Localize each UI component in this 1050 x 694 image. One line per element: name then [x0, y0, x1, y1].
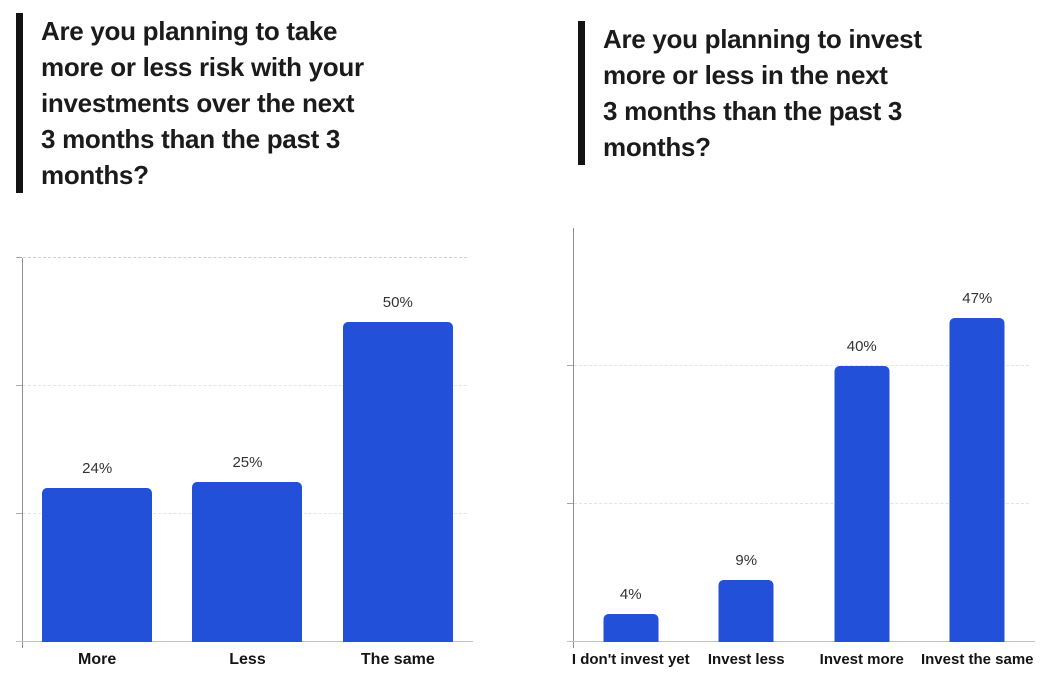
invest-title-block: Are you planning to invest more or less …: [578, 21, 1018, 165]
value-label: 47%: [962, 289, 993, 307]
y-axis-tick-20: [16, 513, 22, 514]
y-axis-line: [573, 228, 574, 648]
bar: [834, 366, 890, 642]
y-axis-tick-40: [567, 365, 573, 367]
category-label: The same: [360, 651, 435, 668]
bar: [718, 579, 774, 642]
category-label: Invest less: [707, 651, 785, 668]
x-axis-line: [567, 641, 1035, 642]
title-accent-bar: [578, 21, 585, 165]
bar-group: 40% Invest more: [804, 228, 920, 668]
y-axis-tick-40: [16, 385, 22, 386]
bar: [342, 322, 453, 642]
value-label: 50%: [382, 294, 413, 311]
bar: [603, 614, 659, 642]
bar-group: 25% Less: [172, 258, 322, 668]
value-label: 4%: [619, 586, 642, 604]
value-label: 40%: [846, 338, 877, 356]
category-label: Invest the same: [920, 651, 1034, 668]
category-label: Less: [229, 651, 266, 668]
invest-bar-chart: 4% I don't invest yet 9% Invest less 40% Inve…: [567, 228, 1036, 668]
bar: [949, 317, 1005, 642]
bar-group: 50% The same: [323, 258, 473, 668]
title-accent-bar: [16, 13, 23, 193]
category-label: Invest more: [819, 651, 904, 668]
gridline-40: [574, 365, 1029, 367]
bar-group: 9% Invest less: [689, 228, 805, 668]
bar: [192, 482, 303, 642]
gridline-20: [574, 503, 1029, 505]
bar-group: 47% Invest the same: [920, 228, 1036, 668]
risk-chart-title: Are you planning to take more or less ri…: [41, 16, 364, 190]
value-label: 9%: [735, 551, 758, 569]
value-label: 24%: [82, 460, 113, 478]
value-label: 25%: [232, 454, 263, 471]
y-axis-tick-60: [16, 257, 22, 258]
gridline-60: [23, 257, 467, 258]
category-label: I don't invest yet: [571, 651, 690, 668]
bar-group: 24% More: [22, 258, 172, 668]
y-axis-line: [22, 258, 23, 648]
y-axis-tick-20: [567, 503, 573, 505]
gridline-40: [23, 385, 467, 386]
bar-group: 4% I don't invest yet: [572, 228, 690, 668]
risk-title-block: Are you planning to take more or less ri…: [16, 13, 456, 193]
invest-chart-title: Are you planning to invest more or less …: [603, 24, 922, 162]
risk-bar-chart: 24% More 25% Less 50% The same: [16, 257, 473, 668]
bar: [42, 488, 153, 642]
category-label: More: [78, 651, 117, 668]
